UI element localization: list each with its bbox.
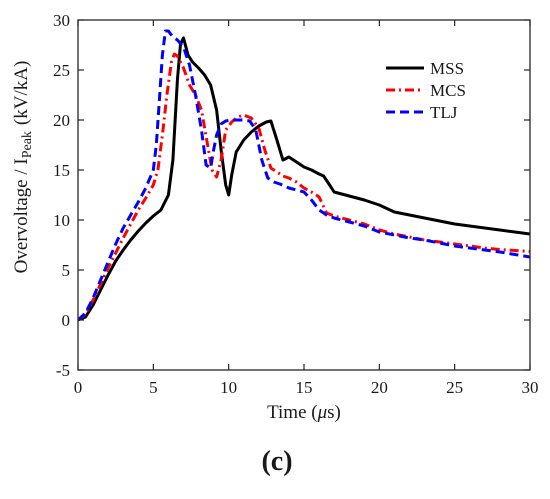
x-tick-label: 30 [522, 378, 539, 397]
y-tick-label: 30 [53, 11, 70, 30]
legend-label-tlj: TLJ [430, 103, 458, 122]
y-tick-label: 25 [53, 61, 70, 80]
legend-label-mcs: MCS [430, 81, 466, 100]
series-line-tlj [78, 29, 530, 322]
x-tick-label: 15 [296, 378, 313, 397]
x-tick-label: 5 [149, 378, 158, 397]
x-tick-label: 20 [371, 378, 388, 397]
panel-label: (c) [261, 446, 292, 477]
series-line-mss [78, 36, 530, 322]
series-layer [78, 29, 530, 322]
y-axis-title: Overvoltage / IPeak(kV/kA) [11, 61, 35, 274]
y-tick-label: 0 [62, 311, 71, 330]
y-tick-label: 15 [53, 161, 70, 180]
x-tick-label: 10 [220, 378, 237, 397]
y-tick-label: 20 [53, 111, 70, 130]
x-axis-title: Time (μs) [267, 402, 341, 423]
legend-label-mss: MSS [430, 59, 464, 78]
series-line-mcs [78, 52, 530, 322]
y-tick-label: 10 [53, 211, 70, 230]
y-tick-label: 5 [62, 261, 71, 280]
legend: MSS MCS TLJ [386, 59, 466, 122]
y-tick-label: -5 [56, 361, 70, 380]
x-tick-label: 0 [74, 378, 83, 397]
x-tick-label: 25 [446, 378, 463, 397]
